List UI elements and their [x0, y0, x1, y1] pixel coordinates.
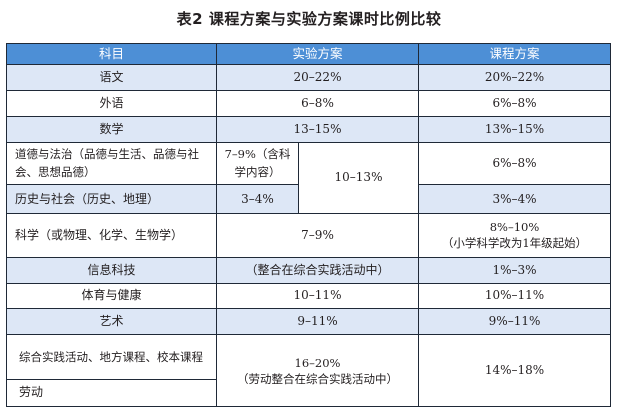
experimental-value: 16–20%	[294, 355, 341, 370]
subject-cell: 信息科技	[6, 256, 217, 284]
experimental-part-cell: 7–9%（含科学内容）	[216, 141, 299, 186]
experimental-cell: 16–20% （劳动整合在综合实践活动中）	[215, 334, 420, 407]
table-row: 道德与法治（品德与生活、品德与社会、思想品德） 7–9%（含科学内容） 10–1…	[6, 141, 612, 215]
curriculum-cell: 1%–3%	[418, 256, 612, 284]
experimental-cell: （整合在综合实践活动中）	[215, 256, 420, 284]
subject-cell: 艺术	[6, 308, 217, 336]
experimental-cell: 20–22%	[215, 63, 420, 91]
experimental-combined-cell: 10–13%	[297, 141, 420, 215]
experimental-note: （劳动整合在综合实践活动中）	[237, 371, 398, 386]
table-row: 综合实践活动、地方课程、校本课程 16–20% （劳动整合在综合实践活动中） 1…	[6, 334, 612, 407]
table-title: 表2 课程方案与实验方案课时比例比较	[176, 10, 442, 28]
curriculum-cell: 13%–15%	[418, 115, 612, 143]
subject-cell: 劳动	[6, 378, 217, 408]
curriculum-cell: 9%–11%	[418, 308, 612, 336]
curriculum-cell: 6%–8%	[418, 141, 612, 186]
subject-cell: 体育与健康	[6, 282, 217, 310]
table-row: 科学（或物理、化学、生物学） 7–9% 8%–10% （小学科学改为1年级起始）	[6, 213, 612, 258]
curriculum-cell: 14%–18%	[418, 334, 612, 407]
curriculum-cell: 6%–8%	[418, 89, 612, 117]
experimental-cell: 9–11%	[215, 308, 420, 336]
table-row: 信息科技 （整合在综合实践活动中） 1%–3%	[6, 256, 612, 284]
curriculum-note: （小学科学改为1年级起始）	[441, 236, 588, 251]
header-subject: 科目	[6, 43, 217, 65]
curriculum-cell: 8%–10% （小学科学改为1年级起始）	[418, 213, 612, 258]
subject-cell: 历史与社会（历史、地理）	[6, 184, 217, 215]
curriculum-value: 8%–10%	[489, 220, 540, 235]
header-experimental: 实验方案	[215, 43, 420, 65]
subject-cell: 语文	[6, 63, 217, 91]
table-row: 体育与健康 10–11% 10%–11%	[6, 282, 612, 310]
table-row: 历史与社会（历史、地理） 3–4% 3%–4%	[6, 184, 612, 215]
curriculum-cell: 10%–11%	[418, 282, 612, 310]
curriculum-cell: 20%–22%	[418, 63, 612, 91]
table-row: 外语 6–8% 6%–8%	[6, 89, 612, 117]
experimental-cell: 6–8%	[215, 89, 420, 117]
subject-cell: 道德与法治（品德与生活、品德与社会、思想品德）	[6, 141, 217, 186]
subject-cell: 科学（或物理、化学、生物学）	[6, 213, 217, 258]
table-row: 数学 13–15% 13%–15%	[6, 115, 612, 143]
experimental-cell: 10–11%	[215, 282, 420, 310]
comparison-table: 科目 实验方案 课程方案 语文 20–22% 20%–22% 外语 6–8% 6…	[6, 43, 612, 408]
curriculum-cell: 3%–4%	[418, 184, 612, 215]
header-curriculum: 课程方案	[418, 43, 612, 65]
subject-cell: 综合实践活动、地方课程、校本课程	[6, 334, 217, 380]
experimental-part-cell: 3–4%	[216, 184, 299, 215]
table-row: 艺术 9–11% 9%–11%	[6, 308, 612, 336]
experimental-cell: 7–9%	[215, 213, 420, 258]
table-row: 语文 20–22% 20%–22%	[6, 63, 612, 91]
header-row: 科目 实验方案 课程方案	[6, 43, 612, 65]
experimental-cell: 13–15%	[215, 115, 420, 143]
subject-cell: 外语	[6, 89, 217, 117]
subject-cell: 数学	[6, 115, 217, 143]
table-row: 劳动	[6, 378, 611, 408]
